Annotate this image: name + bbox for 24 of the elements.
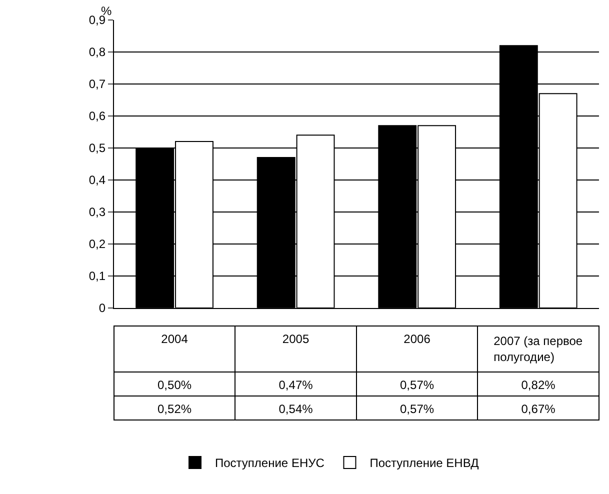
- y-tick-label: 0,7: [88, 77, 106, 92]
- data-label: 0,57%: [400, 402, 434, 416]
- y-tick-label: 0,9: [88, 13, 106, 28]
- data-label: 0,50%: [158, 378, 192, 392]
- data-label: 0,52%: [158, 402, 192, 416]
- x-tick-label: 2004: [161, 332, 188, 346]
- x-tick-label: 2005: [282, 332, 310, 346]
- legend-label: Поступление ЕНВД: [370, 456, 479, 470]
- data-label: 0,57%: [400, 378, 434, 392]
- y-tick-label: 0,4: [88, 173, 106, 188]
- y-tick-label: 0,6: [88, 109, 106, 124]
- y-tick-label: 0: [98, 301, 106, 316]
- data-label: 0,47%: [278, 378, 314, 392]
- y-tick-label: 0,1: [88, 269, 106, 284]
- y-tick-label: 0,2: [88, 237, 106, 252]
- data-label: 0,54%: [278, 402, 314, 416]
- y-tick-label: 0,8: [88, 45, 106, 60]
- data-label: 0,67%: [521, 402, 556, 416]
- legend-label: Поступление ЕНУС: [215, 456, 325, 470]
- data-label: 0,82%: [521, 378, 556, 392]
- x-tick-label: 2007 (за первое полугодие): [494, 334, 583, 364]
- y-tick-label: 0,3: [88, 205, 106, 220]
- y-tick-label: 0,5: [88, 141, 106, 156]
- x-tick-label: 2006: [404, 332, 431, 346]
